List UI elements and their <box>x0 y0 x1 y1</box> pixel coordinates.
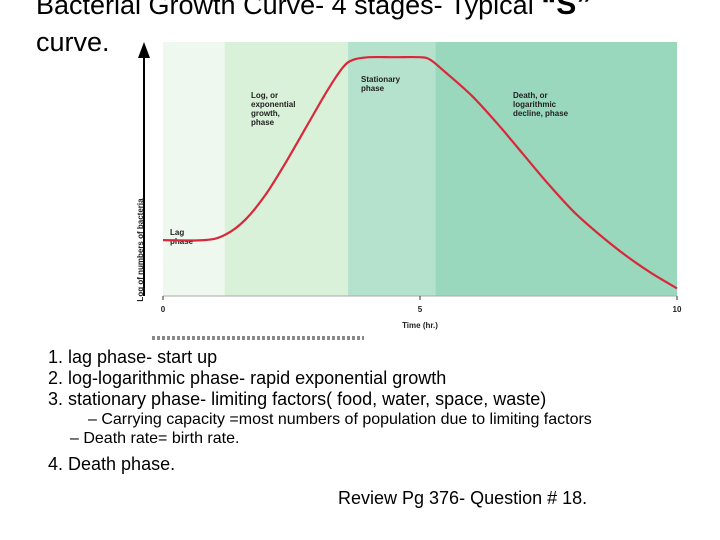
phase-bands <box>163 42 677 296</box>
title-part2: curve. <box>36 27 110 57</box>
phase-band-2 <box>224 42 349 296</box>
phase-label-3: Stationary phase <box>361 75 401 93</box>
note-death-phase: 4. Death phase. <box>48 454 176 474</box>
x-tick-label-5: 5 <box>418 305 423 314</box>
phase-band-4 <box>435 42 677 296</box>
phase-label-2: Log, or exponential growth, phase <box>251 91 295 127</box>
x-tick-label-0: 0 <box>161 305 166 314</box>
notes-list: 1. lag phase- start up 2. log-logarithmi… <box>48 347 708 475</box>
y-axis-label: Log of numbers of bacteria <box>136 198 145 302</box>
note-carrying-capacity: – Carrying capacity =most numbers of pop… <box>88 411 592 428</box>
note-log-phase: 2. log-logarithmic phase- rapid exponent… <box>48 368 447 388</box>
phase-band-1 <box>163 42 225 296</box>
x-axis-label: Time (hr.) <box>402 321 438 330</box>
phase-label-4: Death, or logarithmic decline, phase <box>513 91 569 118</box>
title-part1: Bacterial Growth Curve- 4 stages- Typica… <box>36 0 534 20</box>
review-note: Review Pg 376- Question # 18. <box>338 488 588 508</box>
title-s: “S” <box>541 0 592 21</box>
note-death-birth-rate: – Death rate= birth rate. <box>70 430 240 447</box>
growth-curve-line <box>162 55 678 290</box>
phase-band-3 <box>348 42 436 296</box>
y-axis-arrow <box>138 42 150 58</box>
x-tick-label-10: 10 <box>673 305 682 314</box>
note-lag-phase: 1. lag phase- start up <box>48 347 218 367</box>
curve-layer <box>162 55 678 290</box>
copyright-line <box>152 336 364 340</box>
note-stationary-phase: 3. stationary phase- limiting factors( f… <box>48 389 547 409</box>
slide-title: Bacterial Growth Curve- 4 stages- Typica… <box>36 0 696 61</box>
axes: 0 5 10 Time (hr.) Log of numbers of bacteria <box>136 42 682 330</box>
